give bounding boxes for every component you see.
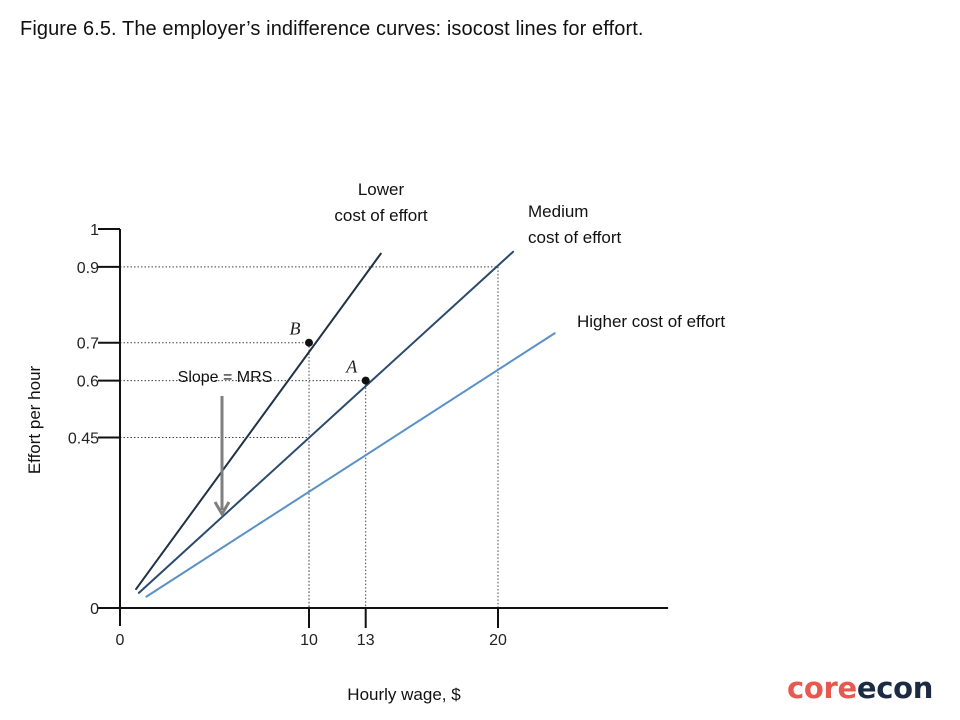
- annotation-arrow-head: [213, 501, 231, 517]
- series-label-medium-0: Medium: [528, 202, 588, 221]
- series-label-higher-0: Higher cost of effort: [577, 312, 725, 331]
- isocost-line-higher: [145, 332, 556, 598]
- point-A: [361, 376, 370, 385]
- y-tick-label-1: 1: [90, 222, 99, 239]
- axes: 00.450.60.70.910 10 13 20: [68, 222, 669, 649]
- isocost-line-medium: [137, 250, 515, 594]
- figure-title: Figure 6.5. The employer’s indifference …: [20, 18, 644, 40]
- x-tick-label-20: 20: [489, 632, 507, 649]
- y-tick-label-0.6: 0.6: [77, 374, 99, 391]
- annotation-text: Slope = MRS: [178, 369, 273, 386]
- isocost-line-lower: [135, 252, 382, 591]
- chart-points: BA: [290, 319, 370, 385]
- x-tick-label-13: 13: [357, 632, 375, 649]
- y-axis-label: Effort per hour: [25, 365, 44, 474]
- x-axis-label: Hourly wage, $: [347, 685, 461, 704]
- y-tick-label-0: 0: [90, 601, 99, 618]
- y-tick-label-0.7: 0.7: [77, 336, 99, 353]
- point-B: [305, 338, 313, 347]
- y-tick-label-0.9: 0.9: [77, 260, 99, 277]
- series-label-medium-1: cost of effort: [528, 228, 622, 247]
- x-tick-label-10: 10: [300, 632, 318, 649]
- point-label-B: B: [290, 319, 301, 339]
- x-tick-label-0: 0: [116, 632, 125, 649]
- slope-annotation: Slope = MRS: [178, 369, 273, 517]
- series-label-lower-0: Lower: [358, 180, 405, 199]
- coreecon-logo: coreecon: [787, 674, 933, 703]
- chart-labels: Hourly wage, $ Effort per hour Lower cost o…: [25, 180, 725, 704]
- point-label-A: A: [345, 357, 358, 377]
- isocost-lines: [135, 250, 556, 598]
- series-label-lower-1: cost of effort: [334, 206, 428, 225]
- y-tick-label-0.45: 0.45: [68, 430, 99, 447]
- logo-part-core: core: [787, 671, 857, 705]
- guide-lines: [120, 266, 499, 608]
- logo-part-econ: econ: [856, 671, 934, 705]
